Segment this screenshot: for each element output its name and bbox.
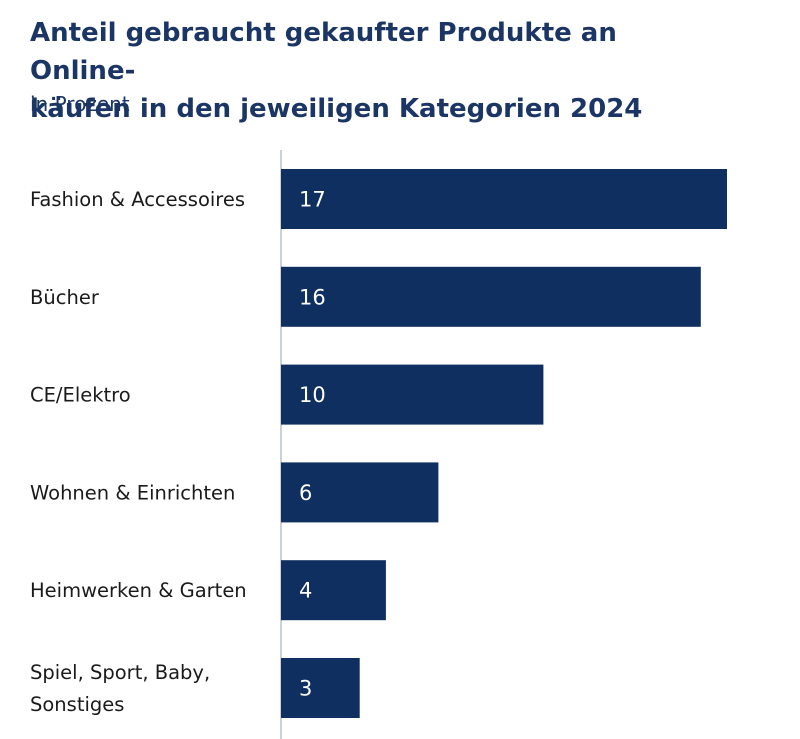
bar-3 — [281, 364, 544, 425]
bar-5 — [281, 560, 386, 621]
bar-value-label: 4 — [299, 579, 312, 603]
bar-1 — [281, 169, 727, 229]
chart-subtitle: in Prozent — [30, 92, 130, 116]
category-label-line: Heimwerken & Garten — [30, 579, 247, 602]
bar-6 — [281, 658, 360, 718]
category-label-line: Spiel, Sport, Baby, — [30, 661, 210, 684]
bar-value-label: 6 — [299, 481, 312, 505]
bar-4 — [281, 462, 439, 523]
bar-value-label: 17 — [299, 188, 326, 212]
category-label-line: Wohnen & Einrichten — [30, 481, 235, 504]
chart-title: Anteil gebraucht gekaufter Produkte an O… — [30, 18, 643, 124]
category-label-line: Sonstiges — [30, 693, 124, 716]
category-label: CE/Elektro — [30, 384, 131, 407]
category-label-line: Fashion & Accessoires — [30, 188, 245, 211]
category-label-line: Bücher — [30, 286, 100, 309]
bars-group: 17 Fashion & Accessoires 16 Bücher 10 CE/Elek… — [30, 169, 727, 718]
category-label: Bücher — [30, 286, 100, 309]
category-label: Heimwerken & Garten — [30, 579, 247, 602]
bar-value-label: 3 — [299, 677, 312, 701]
category-label: Spiel, Sport, Baby, Sonstiges — [30, 661, 210, 716]
bar-value-label: 16 — [299, 285, 326, 309]
category-label: Wohnen & Einrichten — [30, 481, 235, 504]
category-label: Fashion & Accessoires — [30, 188, 245, 211]
category-label-line: CE/Elektro — [30, 384, 131, 407]
bar-2 — [281, 266, 701, 327]
bar-value-label: 10 — [299, 383, 326, 407]
